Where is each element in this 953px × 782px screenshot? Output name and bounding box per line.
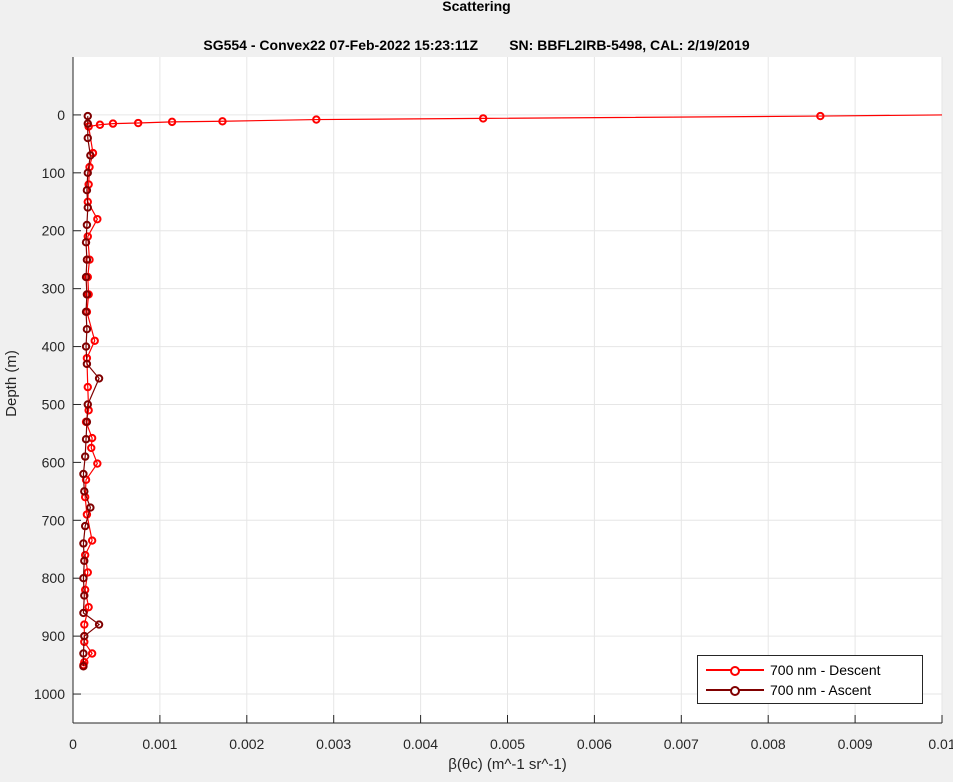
legend: 700 nm - Descent 700 nm - Ascent	[697, 655, 923, 704]
data-point	[82, 255, 92, 264]
y-tick-label: 700	[42, 512, 66, 528]
data-point	[816, 111, 825, 121]
data-point	[79, 574, 88, 583]
data-point	[86, 151, 95, 160]
legend-marker-ascent	[706, 683, 764, 697]
data-point	[87, 443, 96, 453]
data-point	[82, 359, 92, 369]
data-point	[83, 382, 92, 392]
data-point	[83, 133, 92, 143]
data-point	[80, 591, 89, 600]
y-tick-label: 100	[42, 165, 66, 181]
data-point	[83, 400, 92, 409]
x-tick-label: 0.002	[229, 736, 264, 752]
x-tick-label: 0	[69, 736, 77, 752]
legend-label-descent: 700 nm - Descent	[770, 662, 881, 678]
y-tick-label: 300	[42, 281, 66, 297]
data-point	[79, 662, 88, 671]
data-point	[312, 115, 321, 124]
data-point	[93, 459, 102, 468]
x-tick-label: 0.001	[142, 736, 177, 752]
y-tick-label: 200	[42, 223, 66, 239]
y-tick-label: 0	[57, 107, 65, 123]
data-point	[90, 336, 99, 345]
y-tick-label: 900	[42, 628, 66, 644]
y-tick-label: 600	[42, 454, 66, 470]
legend-marker-descent	[706, 663, 764, 677]
data-point	[218, 117, 227, 126]
data-point	[81, 435, 91, 444]
x-tick-label: 0.01	[928, 736, 953, 752]
y-tick-label: 800	[42, 570, 66, 586]
data-point	[83, 568, 92, 577]
data-point	[87, 536, 97, 545]
data-point	[87, 649, 97, 658]
data-point	[94, 620, 104, 629]
subtitle-left: SG554 - Convex22 07-Feb-2022 15:23:11Z	[203, 37, 479, 53]
data-point	[83, 111, 92, 121]
data-point	[81, 238, 91, 247]
data-point	[83, 203, 92, 212]
data-point	[80, 452, 90, 461]
data-point	[80, 556, 89, 566]
chart-subtitle: SG554 - Convex22 07-Feb-2022 15:23:11Z S…	[0, 37, 953, 53]
data-point	[108, 119, 118, 128]
data-point	[79, 649, 88, 658]
data-point	[82, 290, 92, 299]
data-point	[94, 374, 104, 383]
data-point	[80, 620, 89, 629]
data-point	[82, 417, 92, 427]
data-point	[167, 117, 177, 127]
x-axis-label: β(θc) (m^-1 sr^-1)	[448, 756, 567, 773]
legend-item-ascent: 700 nm - Ascent	[706, 681, 871, 699]
data-point	[82, 324, 92, 334]
y-axis-label: Depth (m)	[2, 350, 20, 417]
data-point	[82, 220, 92, 230]
x-tick-label: 0.006	[577, 736, 612, 752]
data-point	[80, 487, 89, 496]
data-point	[82, 186, 92, 195]
x-tick-label: 0.004	[403, 736, 438, 752]
data-point	[81, 307, 91, 317]
x-tick-label: 0.005	[490, 736, 525, 752]
data-point	[79, 539, 88, 548]
subtitle-right: SN: BBFL2IRB-5498, CAL: 2/19/2019	[509, 37, 750, 53]
series-line-1	[82, 116, 101, 667]
data-point	[79, 608, 88, 618]
x-tick-label: 0.008	[751, 736, 786, 752]
data-point	[93, 214, 102, 224]
data-point	[81, 342, 91, 351]
data-point	[79, 469, 88, 479]
data-point	[83, 119, 92, 128]
y-tick-label: 400	[42, 339, 66, 355]
x-tick-label: 0.007	[664, 736, 699, 752]
data-point	[81, 272, 91, 282]
data-point	[83, 168, 92, 178]
y-tick-label: 1000	[34, 686, 65, 702]
data-point	[95, 120, 105, 129]
y-tick-label: 500	[42, 396, 66, 412]
data-point	[133, 118, 143, 128]
chart-title: Scattering	[442, 0, 511, 14]
data-point	[86, 503, 95, 512]
legend-item-descent: 700 nm - Descent	[706, 661, 881, 679]
data-point	[80, 631, 89, 641]
data-point	[478, 114, 488, 123]
data-point	[80, 521, 90, 531]
x-tick-label: 0.003	[316, 736, 351, 752]
x-tick-label: 0.009	[838, 736, 873, 752]
legend-label-ascent: 700 nm - Ascent	[770, 682, 872, 698]
data-point	[84, 602, 93, 612]
